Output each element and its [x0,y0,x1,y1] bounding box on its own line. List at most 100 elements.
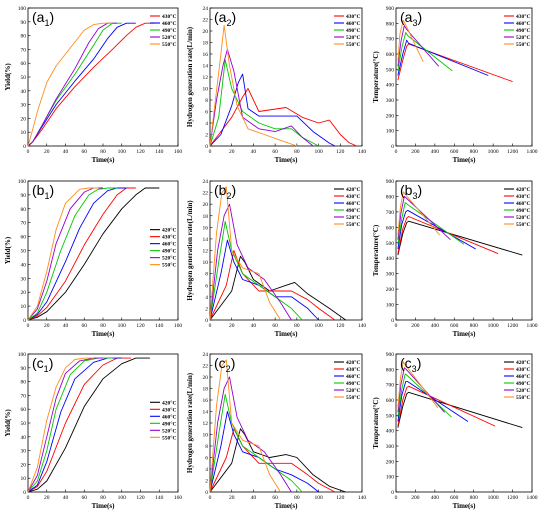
x-tick-label: 40 [251,323,257,329]
series-line-430C [27,357,132,493]
panel-label-letter: c [37,355,44,371]
x-tick-label: 600 [450,323,459,329]
y-axis-label: Hydrogen generation rate(L/min) [186,26,194,127]
legend-label: 460°C [162,413,176,420]
legend-label: 490°C [516,27,530,34]
series-line-490C [209,59,319,147]
y-axis-label: Temperature(°C) [372,51,380,103]
x-tick-label: 0 [27,323,30,329]
y-tick-label: 22 [203,191,209,197]
legend-label: 520°C [516,214,530,221]
series-line-520C [397,25,440,67]
y-tick-label: 700 [386,210,395,216]
panel-label: (a3) [400,9,422,28]
series-line-430C [209,88,357,147]
series-line-520C [209,48,314,147]
x-tick-label: 800 [470,495,479,501]
panel-label: (b1) [32,182,54,201]
y-tick-label: 6 [205,110,208,116]
panel-label-close: ) [231,9,236,25]
y-tick-label: 8 [205,272,208,278]
series-line-490C [209,221,303,321]
series-line-460C [209,73,336,147]
x-tick-label: 140 [155,323,164,329]
plot-frame [209,180,363,321]
panel-label-sub: 3 [412,191,417,201]
panel-label-letter: c [405,355,412,371]
y-tick-label: 16 [203,52,209,58]
y-tick-label: 90 [21,366,27,372]
legend-label: 420°C [162,227,176,234]
x-tick-label: 800 [470,149,479,155]
x-tick-label: 140 [358,149,367,155]
y-tick-label: 10 [21,476,27,482]
y-tick-label: 18 [203,41,209,47]
panel-label-open: ( [214,9,219,25]
x-tick-label: 60 [272,323,278,329]
y-tick-label: 10 [203,433,209,439]
panel-label-open: ( [214,355,219,371]
panel-c1: 0 20 40 60 80 100 120 140 160 0 10 20 30 40 50 60 70 80 90… [4,352,182,510]
y-tick-label: 0 [23,144,26,150]
y-tick-label: 800 [386,367,395,373]
x-tick-label: 20 [229,149,235,155]
y-tick-label: 90 [21,193,27,199]
series-line-550C [209,359,281,493]
x-tick-label: 600 [450,495,459,501]
legend-label: 460°C [346,20,360,27]
panel-b1: 0 20 40 60 80 100 120 140 160 0 10 20 30 40 50 60 70 80 90… [4,179,182,338]
series-line-430C [397,43,513,83]
y-tick-label: 14 [203,64,209,70]
legend-label: 550°C [162,41,176,48]
legend-label: 460°C [346,373,360,380]
y-tick-label: 60 [21,61,27,67]
y-tick-label: 8 [205,444,208,450]
x-axis-label: Time(s) [275,502,298,510]
y-axis-label: Hydrogen generation rate(L/min) [186,372,194,473]
x-tick-label: 400 [431,149,440,155]
panel-label-open: ( [214,182,219,198]
y-tick-label: 300 [386,444,395,450]
series-line-550C [397,19,424,62]
y-tick-label: 80 [21,207,27,213]
y-tick-label: 600 [386,225,395,231]
series-line-520C [209,203,292,321]
legend-label: 520°C [516,387,530,394]
x-tick-label: 0 [395,323,398,329]
legend-label: 420°C [346,359,360,366]
y-tick-label: 0 [205,144,208,150]
x-tick-label: 20 [229,323,235,329]
y-tick-label: 60 [21,407,27,413]
panel-a2: 0 20 40 60 80 100 120 140024681012141618202224T… [186,6,366,164]
x-tick-label: 140 [358,495,367,501]
y-tick-label: 2 [205,306,208,312]
panel-label-close: ) [417,182,422,198]
series-line-430C [27,22,155,147]
y-tick-label: 12 [203,249,209,255]
legend-label: 430°C [346,366,360,373]
panel-label: (c1) [32,355,53,374]
y-tick-label: 4 [205,467,208,473]
y-tick-label: 20 [21,290,27,296]
x-tick-label: 0 [209,149,212,155]
y-axis-label: Yield(%) [4,409,12,437]
panel-label-letter: c [219,355,226,371]
panel-label-sub: 2 [226,18,231,28]
legend-label: 430°C [516,366,530,373]
panel-label-open: ( [400,182,405,198]
y-tick-label: 10 [21,130,27,136]
y-tick-label: 20 [21,462,27,468]
x-tick-label: 20 [44,149,50,155]
panel-label-close: ) [417,9,422,25]
y-tick-label: 500 [386,413,395,419]
panel-label: (a1) [32,9,54,28]
legend-label: 460°C [516,373,530,380]
x-tick-label: 20 [229,495,235,501]
y-tick-label: 30 [21,276,27,282]
y-tick-label: 100 [386,303,395,309]
plot-frame [27,7,179,147]
x-tick-label: 120 [136,323,145,329]
y-tick-label: 50 [21,249,27,255]
series-line-420C [27,187,160,321]
x-tick-label: 1400 [527,323,538,329]
